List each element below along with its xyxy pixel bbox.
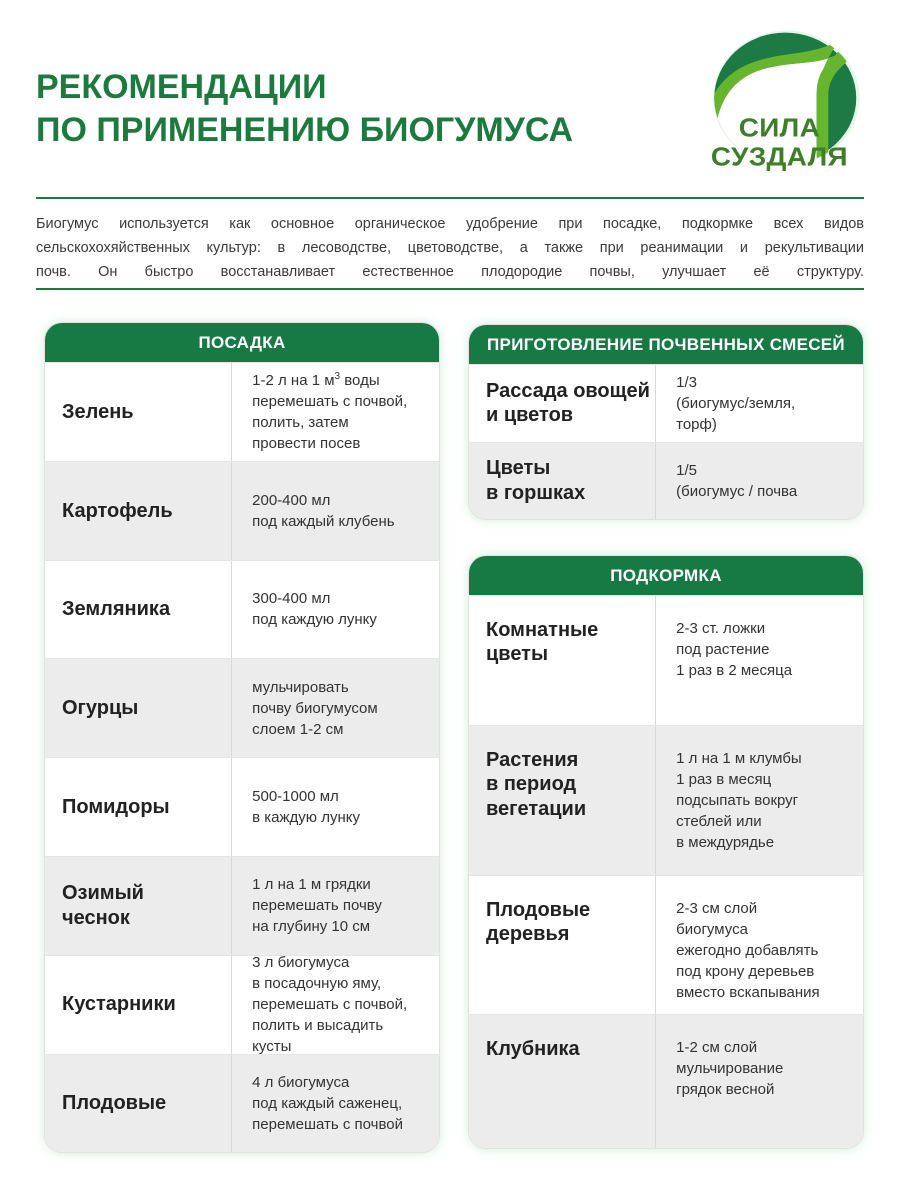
- svg-text:СИЛА: СИЛА: [739, 114, 820, 143]
- svg-text:СУЗДАЛЯ: СУЗДАЛЯ: [711, 143, 848, 172]
